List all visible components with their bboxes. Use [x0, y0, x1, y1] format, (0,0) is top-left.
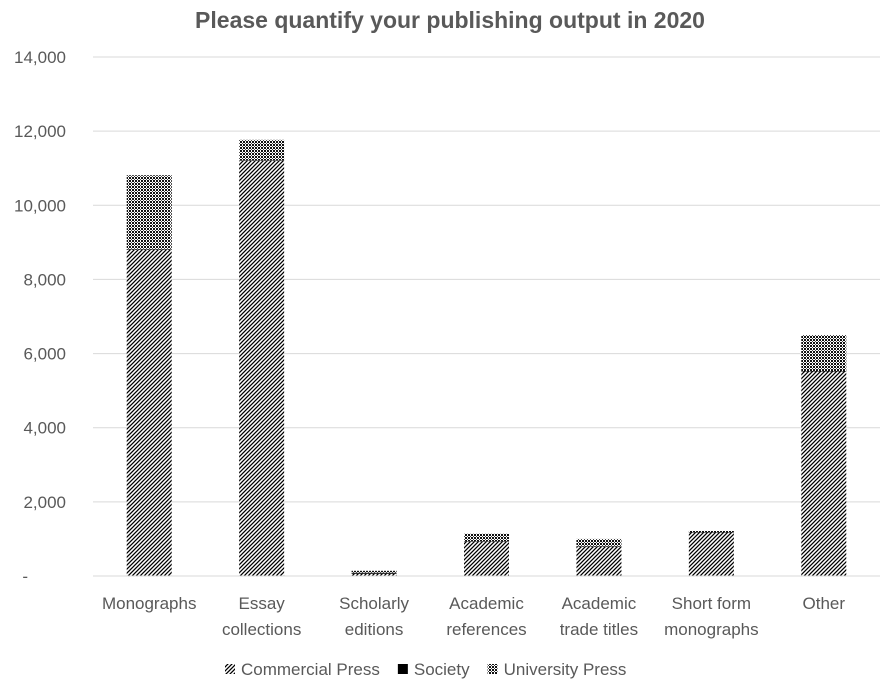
- legend-label: Commercial Press: [241, 660, 380, 679]
- chart-title: Please quantify your publishing output i…: [195, 7, 705, 33]
- legend-swatch: [487, 664, 498, 674]
- bar-segment-commercial-press: [576, 546, 622, 576]
- bar-segment-university-press: [351, 570, 397, 573]
- bars: [126, 139, 847, 577]
- bar-segment-commercial-press: [351, 573, 397, 576]
- bar-segment-commercial-press: [126, 249, 172, 576]
- bar-segment-university-press: [688, 530, 734, 533]
- y-tick-label: 10,000: [14, 196, 66, 215]
- bar-segment-commercial-press: [239, 160, 285, 577]
- legend-label: University Press: [504, 660, 627, 679]
- x-tick-label: Scholarly editions: [339, 594, 409, 639]
- bar-segment-society: [239, 160, 285, 161]
- bar-segment-society: [126, 249, 172, 250]
- y-tick-label: 12,000: [14, 122, 66, 141]
- y-tick-label: 8,000: [23, 270, 66, 289]
- x-tick-label: Essay collections: [222, 594, 301, 639]
- bar-segment-university-press: [126, 175, 172, 250]
- legend-swatch: [397, 664, 408, 674]
- bar-segment-society: [801, 370, 847, 372]
- y-tick-label: 2,000: [23, 493, 66, 512]
- x-tick-label: Academic references: [446, 594, 526, 639]
- y-tick-label: 14,000: [14, 48, 66, 67]
- bar-segment-society: [576, 546, 622, 547]
- bar-segment-university-press: [239, 139, 285, 161]
- bar-segment-university-press: [464, 533, 509, 542]
- bar-segment-commercial-press: [801, 371, 847, 576]
- bar-segment-society: [688, 532, 734, 533]
- bar-segment-society: [351, 572, 397, 574]
- gridlines: [93, 56, 880, 503]
- bar-segment-university-press: [576, 538, 622, 547]
- y-tick-label: 4,000: [23, 419, 66, 438]
- y-tick-label: 6,000: [23, 345, 66, 364]
- x-tick-label: Other: [803, 594, 846, 613]
- x-tick-label: Academic trade titles: [560, 594, 638, 639]
- bar-segment-university-press: [801, 335, 847, 371]
- legend-swatch: [225, 664, 235, 674]
- y-tick-label: -: [22, 567, 28, 586]
- bar-segment-society: [464, 541, 509, 542]
- legend-label: Society: [414, 660, 470, 679]
- x-axis-tick-labels: Monographs Essay collections Scholarly editi…: [102, 594, 845, 639]
- bar-segment-commercial-press: [688, 532, 734, 576]
- bar-segment-commercial-press: [464, 541, 509, 576]
- x-tick-label: Short form monographs: [664, 594, 759, 639]
- y-axis-tick-labels: - 2,000 4,000 6,000 8,000 10,000 12,000 14,000: [14, 48, 66, 586]
- legend: Commercial Press Society University Press: [225, 660, 626, 679]
- x-tick-label: Monographs: [102, 594, 197, 613]
